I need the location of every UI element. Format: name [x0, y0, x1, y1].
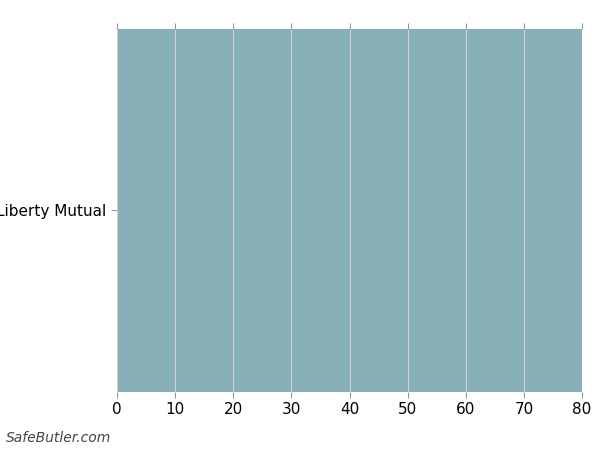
Text: SafeButler.com: SafeButler.com [6, 432, 111, 446]
